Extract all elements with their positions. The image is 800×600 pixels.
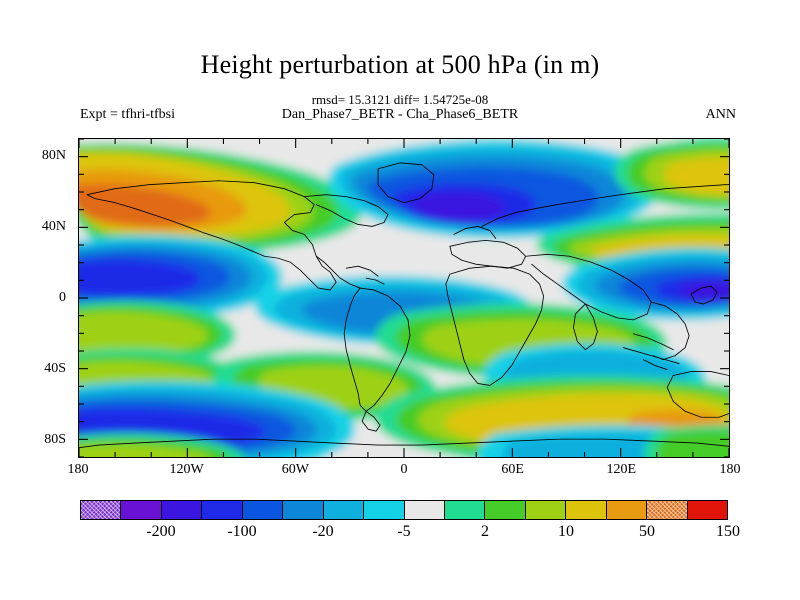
lon-tick-4: 60E	[501, 462, 524, 477]
colorbar-cell-11[interactable]	[525, 501, 567, 519]
colorbar-cell-9[interactable]	[444, 501, 486, 519]
colorbar-cell-14[interactable]	[647, 501, 688, 519]
colorbar-cell-7[interactable]	[364, 501, 405, 519]
colorbar-cell-6[interactable]	[323, 501, 365, 519]
colorbar-cell-10[interactable]	[485, 501, 526, 519]
lon-tick-6: 180	[719, 462, 741, 477]
colorbar-cell-13[interactable]	[606, 501, 648, 519]
lon-tick-0: 180	[67, 462, 89, 477]
lat-tick-1: 40N	[41, 218, 66, 234]
lat-tick-4: 80S	[44, 432, 66, 448]
lat-tick-3: 40S	[44, 361, 66, 377]
colorbar-cell-15[interactable]	[687, 501, 727, 519]
colorbar-tick-3: -5	[397, 523, 411, 540]
colorbar-tick-6: 50	[639, 523, 655, 540]
contour-field	[79, 139, 729, 457]
colorbar-cell-4[interactable]	[242, 501, 284, 519]
colorbar-tick-0: -200	[146, 523, 176, 540]
colorbar-cell-0[interactable]	[81, 501, 122, 519]
lon-tick-1: 120W	[169, 462, 204, 477]
map-plot-area	[78, 138, 730, 458]
colorbar-cell-5[interactable]	[283, 501, 324, 519]
lat-tick-2: 0	[59, 290, 66, 305]
colorbar-tick-2: -20	[312, 523, 334, 540]
lon-tick-3: 0	[400, 462, 408, 477]
colorbar-cell-12[interactable]	[566, 501, 607, 519]
lon-tick-5: 120E	[606, 462, 637, 477]
colorbar-tick-7: 150	[716, 523, 740, 540]
page-title: Height perturbation at 500 hPa (in m)	[200, 50, 600, 79]
colorbar-cell-1[interactable]	[121, 501, 162, 519]
colorbar[interactable]	[80, 500, 728, 520]
experiment-label: Expt = tfhri-tfbsi	[80, 107, 175, 122]
case-label: Dan_Phase7_BETR - Cha_Phase6_BETR	[281, 107, 519, 122]
rmsd-statistics: rmsd= 15.3121 diff= 1.54725e-08	[311, 92, 489, 107]
lat-tick-0: 80N	[41, 147, 66, 163]
colorbar-tick-5: 10	[558, 523, 574, 540]
colorbar-cell-3[interactable]	[202, 501, 243, 519]
season-label: ANN	[705, 107, 736, 122]
colorbar-tick-1: -100	[227, 523, 257, 540]
colorbar-tick-4: 2	[481, 523, 489, 540]
axis-ticks	[79, 139, 729, 457]
colorbar-cell-8[interactable]	[404, 501, 445, 519]
colorbar-cell-2[interactable]	[161, 501, 203, 519]
coastlines	[79, 162, 729, 449]
contour-bands	[79, 139, 729, 457]
lon-tick-2: 60W	[281, 462, 309, 477]
